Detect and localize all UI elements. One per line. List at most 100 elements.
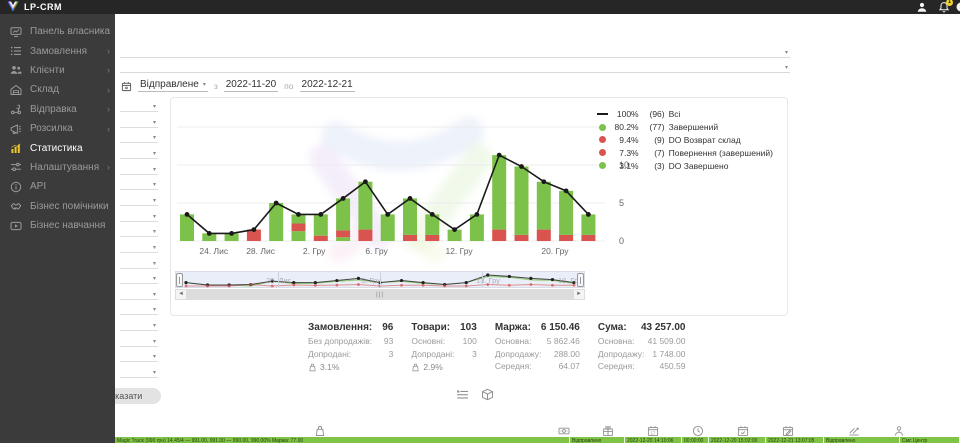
summary-row-value: 1 748.00: [652, 348, 686, 359]
side-filter-select-5[interactable]: ▾: [120, 162, 158, 175]
sidebar-item-статистика[interactable]: Статистика: [0, 138, 115, 157]
sidebar-item-розсилка[interactable]: Розсилка ›: [0, 119, 115, 138]
bell-icon[interactable]: 1: [938, 0, 953, 13]
side-filter-select-3[interactable]: ▾: [120, 130, 158, 144]
order-row-cell: 00:00:00: [682, 437, 709, 443]
side-filter-select-18[interactable]: ▾: [120, 365, 158, 379]
legend-item[interactable]: 7.3% (7) Повернення (завершений): [597, 146, 773, 159]
sidebar-item-налаштування[interactable]: Налаштування ›: [0, 158, 115, 177]
side-filter-select-4[interactable]: ▾: [120, 146, 158, 159]
scrollbar-thumb[interactable]: |||: [186, 290, 574, 299]
order-row-cell: Відправлено: [570, 437, 625, 443]
svg-text:2. Гру: 2. Гру: [303, 246, 326, 256]
calendar-edit-icon[interactable]: [782, 425, 794, 437]
sidebar-item-label: Статистика: [30, 142, 83, 154]
gift-icon[interactable]: [602, 425, 614, 437]
calendar-check-icon[interactable]: [737, 425, 749, 437]
summary-value: 103: [460, 322, 477, 333]
chart-lines-icon[interactable]: [848, 425, 860, 437]
legend-percent: 80.2%: [614, 122, 639, 133]
chevron-down-icon: ▾: [152, 291, 156, 298]
order-table-row[interactable]: Magic Track (990 грн) 14.45/4 — 991.00, …: [115, 437, 960, 443]
summary-row-label: Допродажу:: [494, 348, 542, 359]
sidebar-item-бізнес-навчання[interactable]: Бізнес навчання: [0, 216, 115, 235]
upsell-percent: 3.1%: [320, 362, 340, 373]
side-filter-select-11[interactable]: ▾: [120, 256, 158, 269]
sidebar-item-склад[interactable]: Склад ›: [0, 80, 115, 99]
legend-item[interactable]: 9.4% (9) DO Возврат склад: [597, 134, 773, 147]
clients-icon: [10, 64, 22, 76]
scroll-right-icon[interactable]: ►: [576, 291, 582, 297]
side-filter-select-2[interactable]: ▾: [120, 115, 158, 128]
summary-row-label: Допродані:: [308, 348, 352, 359]
summary-header: Маржа: 6 150.46: [495, 322, 580, 336]
summary-row: Допродажу: 288.00: [495, 349, 580, 362]
scroll-left-icon[interactable]: ◄: [178, 291, 184, 297]
legend-count: (7): [654, 147, 665, 158]
navigator-gridline: [482, 272, 483, 287]
legend-label: DO Возврат склад: [668, 134, 741, 145]
bag-icon[interactable]: [314, 425, 326, 437]
list-settings-icon[interactable]: [456, 388, 469, 401]
side-filter-select-16[interactable]: ▾: [120, 334, 158, 347]
chevron-down-icon: ▾: [152, 260, 156, 267]
orders-icon: [10, 45, 22, 57]
marker-shape: [599, 123, 607, 131]
top-filter-select-2[interactable]: ▾: [120, 59, 790, 73]
chevron-right-icon: ›: [107, 84, 110, 95]
side-filter-select-14[interactable]: ▾: [120, 302, 158, 316]
navigator-scrollbar[interactable]: ◄ ► |||: [175, 289, 585, 300]
sidebar-item-клієнти[interactable]: Клієнти ›: [0, 61, 115, 80]
summary-row-label: Середня:: [494, 361, 532, 371]
summary-row-value: 5 862.46: [546, 336, 580, 346]
side-filter-select-8[interactable]: ▾: [120, 209, 158, 222]
date-from-input[interactable]: 2022-11-20: [223, 79, 279, 92]
side-filter-select-15[interactable]: ▾: [120, 318, 158, 332]
chevron-down-icon: ▾: [152, 338, 156, 345]
chevron-down-icon: ▾: [784, 50, 788, 56]
date-to-word: по: [284, 81, 294, 91]
clock-icon[interactable]: [692, 425, 704, 437]
sidebar-item-api[interactable]: API: [0, 177, 115, 196]
summary-header: Замовлення: 96: [308, 322, 393, 336]
side-filter-select-12[interactable]: ▾: [120, 271, 158, 285]
banknote-icon[interactable]: [558, 425, 570, 437]
sidebar-item-замовлення[interactable]: Замовлення ›: [0, 41, 115, 60]
user-icon[interactable]: [916, 1, 928, 13]
calendar-icon[interactable]: 17: [647, 425, 659, 437]
side-filter-select-1[interactable]: ▾: [120, 99, 158, 112]
legend-dot-marker: [597, 123, 609, 131]
logo[interactable]: LP-CRM: [7, 1, 62, 12]
side-filter-select-6[interactable]: ▾: [120, 177, 158, 191]
side-filter-select-7[interactable]: ▾: [120, 193, 158, 206]
range-navigator[interactable]: 28. Лис 5. Гру 13. Гру 19. Гру: [175, 271, 585, 288]
sidebar-item-відправка[interactable]: Відправка ›: [0, 100, 115, 119]
side-filter-select-13[interactable]: ▾: [120, 287, 158, 300]
logo-text: LP-CRM: [24, 1, 62, 12]
chevron-down-icon: ▾: [152, 229, 156, 236]
navigator-left-handle[interactable]: [176, 273, 183, 287]
side-filter-select-10[interactable]: ▾: [120, 240, 158, 253]
sidebar-item-бізнес-помічники[interactable]: Бізнес помічники: [0, 197, 115, 216]
summary-row-value: 3: [472, 348, 477, 359]
legend-item[interactable]: 3.1% (3) DO Завершено: [597, 159, 773, 172]
date-to-input[interactable]: 2022-12-21: [299, 79, 355, 92]
legend-item[interactable]: 80.2% (77) Завершений: [597, 121, 773, 134]
broadcast-icon: [10, 123, 22, 135]
sidebar-item-панель-власника[interactable]: Панель власника: [0, 22, 115, 41]
summary-row: Середня: 64.07: [495, 361, 580, 374]
side-filter-select-17[interactable]: ▾: [120, 349, 158, 363]
package-icon[interactable]: [481, 388, 494, 401]
training-icon: [10, 220, 22, 232]
chevron-right-icon: ›: [107, 65, 110, 76]
theme-icon[interactable]: [955, 1, 960, 13]
summary-column: Сума: 43 257.00 Основна: 41 509.00 Допродажу…: [598, 322, 686, 374]
legend-label: Повернення (завершений): [668, 147, 773, 158]
navigator-right-handle[interactable]: [577, 273, 584, 287]
summary-row-label: Середня:: [597, 361, 635, 371]
support-icon[interactable]: [893, 425, 905, 437]
date-type-select[interactable]: Відправлене ▾: [138, 79, 208, 92]
side-filter-select-9[interactable]: ▾: [120, 224, 158, 238]
legend-item[interactable]: 100% (96) Всі: [597, 108, 773, 121]
top-filter-select-1[interactable]: ▾: [120, 44, 790, 58]
